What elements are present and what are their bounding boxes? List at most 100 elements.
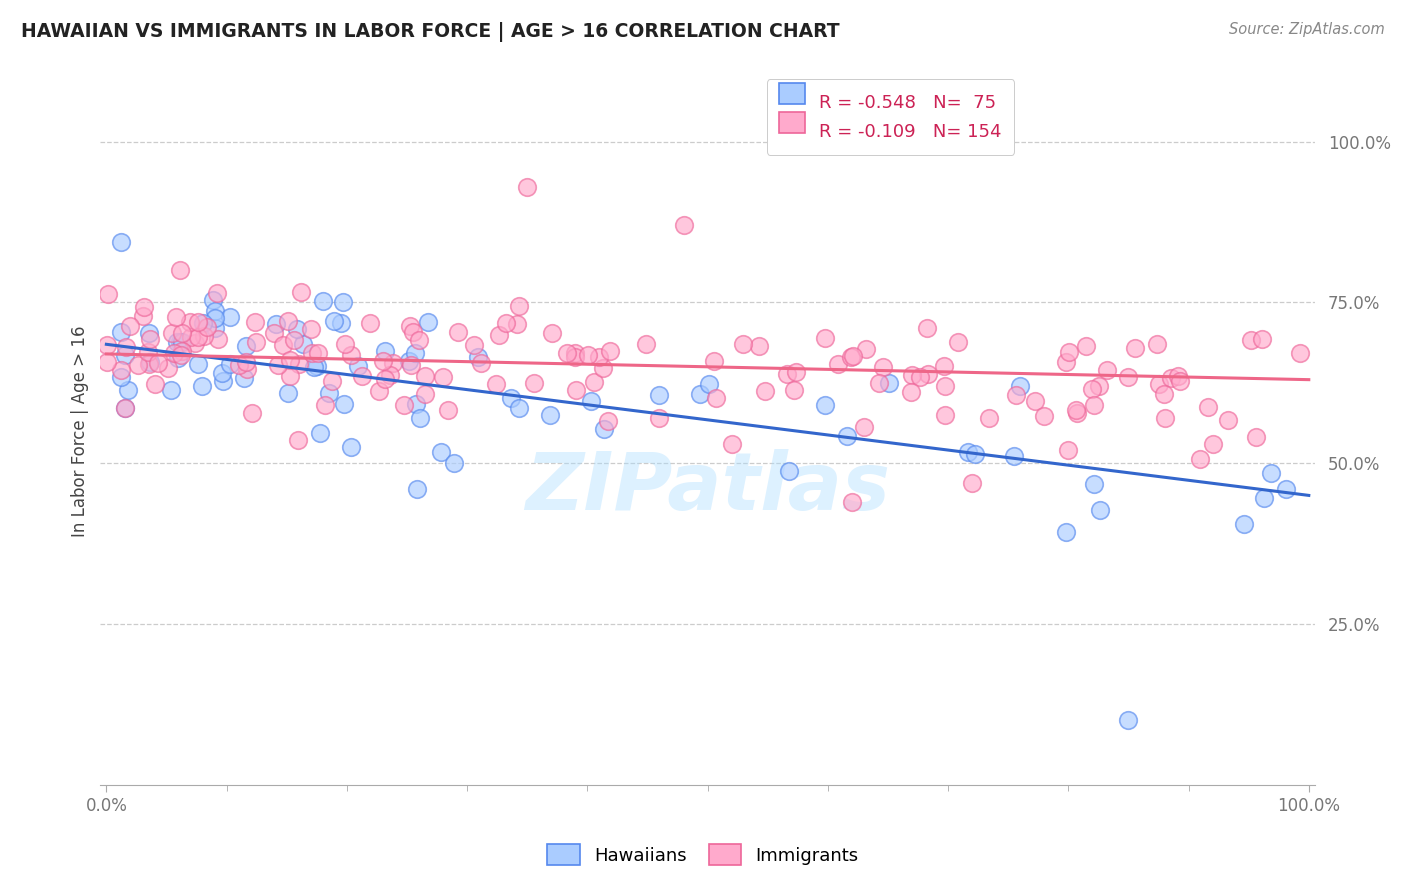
Point [340, 347, 363, 361]
Point [322, 314, 344, 328]
Text: Source: ZipAtlas.com: Source: ZipAtlas.com [1229, 22, 1385, 37]
Point [408, 333, 430, 347]
Point [278, 369, 301, 384]
Point [463, 338, 485, 352]
Point [378, 368, 401, 382]
Point [720, 437, 742, 451]
Point [416, 315, 439, 329]
Point [1057, 443, 1080, 458]
Point [283, 333, 305, 347]
Point [1076, 339, 1098, 353]
Point [193, 329, 215, 343]
Point [564, 383, 586, 397]
Point [827, 357, 849, 371]
Point [703, 353, 725, 368]
Point [330, 316, 353, 330]
Point [143, 376, 166, 391]
Point [204, 311, 226, 326]
Point [538, 408, 561, 422]
Point [1057, 345, 1080, 359]
Point [564, 350, 586, 364]
Point [187, 330, 209, 344]
Point [263, 326, 285, 340]
Point [413, 368, 436, 383]
Point [839, 350, 862, 364]
Point [114, 401, 136, 416]
Point [382, 356, 405, 370]
Point [304, 359, 326, 374]
Point [374, 371, 396, 385]
Point [636, 336, 658, 351]
Point [579, 394, 602, 409]
Point [1066, 406, 1088, 420]
Point [1008, 379, 1031, 393]
Point [114, 347, 136, 361]
Point [335, 337, 357, 351]
Point [267, 358, 290, 372]
Point [598, 413, 620, 427]
Point [308, 346, 330, 360]
Point [312, 293, 335, 308]
Point [373, 354, 395, 368]
Point [842, 349, 865, 363]
Point [835, 428, 858, 442]
Point [96, 337, 118, 351]
Point [470, 356, 492, 370]
Point [1002, 449, 1025, 463]
Point [1123, 341, 1146, 355]
Point [506, 318, 529, 332]
Point [288, 357, 311, 371]
Point [582, 375, 605, 389]
Point [915, 320, 938, 334]
Point [170, 348, 193, 362]
Point [593, 422, 616, 436]
Point [271, 338, 294, 352]
Point [187, 315, 209, 329]
Point [588, 350, 610, 364]
Point [110, 235, 132, 249]
Point [522, 376, 544, 390]
Point [236, 361, 259, 376]
Point [499, 391, 522, 405]
Point [179, 315, 201, 329]
Point [240, 406, 263, 420]
Point [868, 376, 890, 390]
Point [508, 401, 530, 415]
Point [117, 383, 139, 397]
Point [287, 433, 309, 447]
Point [960, 475, 983, 490]
Point [782, 384, 804, 398]
Point [1088, 379, 1111, 393]
Point [785, 365, 807, 379]
Point [301, 345, 323, 359]
Point [1033, 409, 1056, 424]
Text: HAWAIIAN VS IMMIGRANTS IN LABOR FORCE | AGE > 16 CORRELATION CHART: HAWAIIAN VS IMMIGRANTS IN LABOR FORCE | … [21, 22, 839, 42]
Point [172, 326, 194, 340]
Point [187, 357, 209, 371]
Point [934, 408, 956, 422]
Point [160, 326, 183, 341]
Point [432, 369, 454, 384]
Point [245, 334, 267, 349]
Point [495, 316, 517, 330]
Point [115, 340, 138, 354]
Point [508, 299, 530, 313]
Point [557, 346, 579, 360]
Point [169, 263, 191, 277]
Point [128, 358, 150, 372]
Point [110, 363, 132, 377]
Point [321, 374, 343, 388]
Point [278, 353, 301, 368]
Point [934, 379, 956, 393]
Point [1088, 502, 1111, 516]
Point [139, 355, 162, 369]
Point [934, 359, 956, 374]
Y-axis label: In Labor Force | Age > 16: In Labor Force | Age > 16 [72, 326, 89, 537]
Point [592, 361, 614, 376]
Point [948, 334, 970, 349]
Point [965, 447, 987, 461]
Point [166, 351, 188, 365]
Point [704, 391, 727, 405]
Point [134, 300, 156, 314]
Point [191, 317, 214, 331]
